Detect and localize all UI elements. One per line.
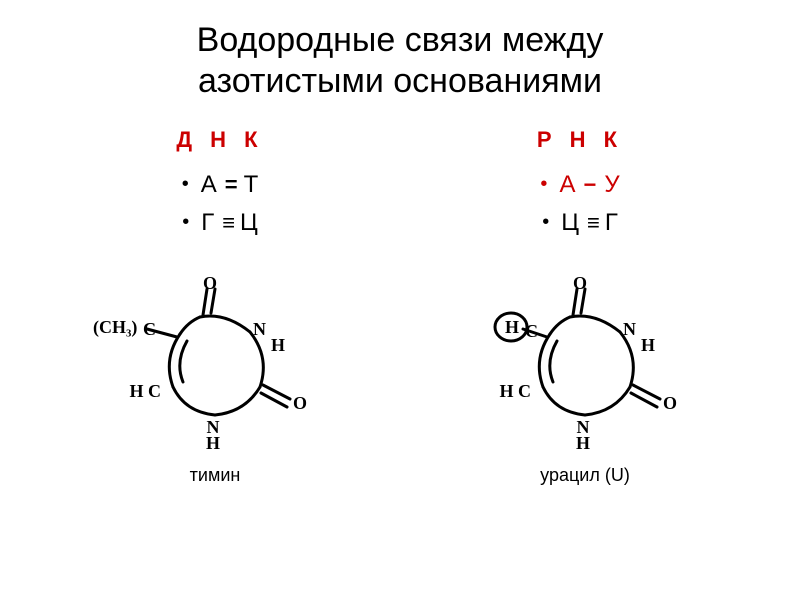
page-title: Водородные связи между азотистыми основа…	[0, 0, 800, 102]
base-g: Г	[605, 209, 618, 237]
svg-text:H: H	[641, 335, 655, 355]
base-g: Г	[201, 209, 214, 237]
pair-at: • А = Т	[182, 171, 259, 199]
base-c: Ц	[561, 209, 579, 237]
bullet-icon: •	[182, 211, 189, 234]
pair-au: • А − У	[540, 171, 619, 199]
rna-header: Р Н К	[537, 127, 623, 153]
structures-row: O O N H N H H C (CH₃) C тимин	[0, 277, 800, 486]
bond-triple-icon: ≡	[222, 210, 232, 236]
base-t: Т	[244, 171, 259, 199]
svg-text:H: H	[576, 433, 590, 453]
svg-text:O: O	[293, 393, 307, 413]
thymine-svg: O O N H N H H C (CH₃) C	[85, 277, 345, 457]
bond-double-icon: =	[225, 172, 236, 198]
dna-header: Д Н К	[176, 127, 263, 153]
uracil-structure: O O N H N H H C H C урацил (U)	[400, 277, 770, 486]
left-column: Д Н К • А = Т • Г ≡ Ц	[40, 127, 400, 247]
base-a: А	[559, 171, 575, 199]
uracil-svg: O O N H N H H C H C	[455, 277, 715, 457]
svg-text:H C: H C	[130, 381, 162, 401]
bullet-icon: •	[182, 173, 189, 196]
svg-text:C: C	[143, 319, 156, 339]
svg-text:N: N	[253, 319, 266, 339]
base-u: У	[604, 171, 619, 199]
thymine-label: тимин	[190, 465, 241, 486]
bullet-icon: •	[540, 173, 547, 196]
right-column: Р Н К • А − У • Ц ≡ Г	[400, 127, 760, 247]
svg-text:O: O	[203, 277, 217, 293]
svg-text:H C: H C	[500, 381, 532, 401]
pair-gc: • Г ≡ Ц	[182, 209, 258, 237]
base-c: Ц	[240, 209, 258, 237]
svg-text:H: H	[505, 317, 519, 337]
bond-triple-icon: ≡	[587, 210, 597, 236]
svg-text:N: N	[623, 319, 636, 339]
svg-text:O: O	[573, 277, 587, 293]
svg-text:O: O	[663, 393, 677, 413]
thymine-structure: O O N H N H H C (CH₃) C тимин	[30, 277, 400, 486]
svg-text:H: H	[271, 335, 285, 355]
pair-cg: • Ц ≡ Г	[542, 209, 618, 237]
svg-text:C: C	[525, 321, 538, 341]
svg-text:(CH₃): (CH₃)	[93, 317, 137, 338]
base-a: А	[201, 171, 217, 199]
columns-container: Д Н К • А = Т • Г ≡ Ц Р Н К • А − У • Ц …	[0, 127, 800, 247]
uracil-label: урацил (U)	[540, 465, 630, 486]
svg-text:H: H	[206, 433, 220, 453]
bond-single-icon: −	[583, 172, 596, 198]
bullet-icon: •	[542, 211, 549, 234]
